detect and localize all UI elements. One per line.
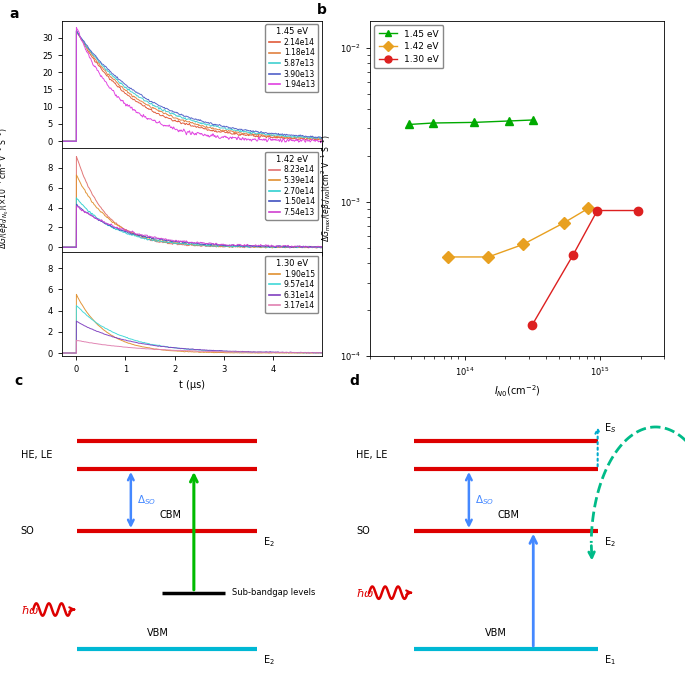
Text: $\hbar\omega$: $\hbar\omega$	[356, 586, 375, 599]
Text: $\hbar\omega$: $\hbar\omega$	[21, 603, 39, 616]
Text: CBM: CBM	[159, 510, 182, 520]
Text: E$_2$: E$_2$	[263, 653, 275, 667]
Legend: 8.23e14, 5.39e14, 2.70e14, 1.50e14, 7.54e13: 8.23e14, 5.39e14, 2.70e14, 1.50e14, 7.54…	[266, 152, 318, 220]
Text: SO: SO	[21, 526, 34, 536]
Legend: 1.90e15, 9.57e14, 6.31e14, 3.17e14: 1.90e15, 9.57e14, 6.31e14, 3.17e14	[266, 256, 318, 313]
Text: $\Delta_{SO}$: $\Delta_{SO}$	[475, 493, 495, 507]
Text: E$_2$: E$_2$	[604, 535, 616, 549]
Text: SO: SO	[356, 526, 370, 536]
Text: HE, LE: HE, LE	[356, 450, 388, 460]
Text: b: b	[317, 3, 327, 17]
Text: c: c	[14, 374, 23, 388]
X-axis label: t (μs): t (μs)	[179, 379, 205, 390]
Text: $\Delta_{SO}$: $\Delta_{SO}$	[137, 493, 156, 507]
Legend: 1.45 eV, 1.42 eV, 1.30 eV: 1.45 eV, 1.42 eV, 1.30 eV	[375, 25, 443, 68]
Text: $\Delta G/(e\beta_0\!/_{N_0})(\times10^{-4}\ \mathrm{cm}^2\ \mathrm{V}^{-1}\ \ma: $\Delta G/(e\beta_0\!/_{N_0})(\times10^{…	[0, 127, 11, 249]
Text: E$_2$: E$_2$	[263, 535, 275, 549]
Text: CBM: CBM	[498, 510, 520, 520]
Text: d: d	[350, 374, 360, 388]
Text: Sub-bandgap levels: Sub-bandgap levels	[232, 588, 315, 597]
Text: a: a	[10, 7, 19, 21]
Y-axis label: $\Delta G_\mathrm{max}/(e\beta_0\!/_{N0})(\mathrm{cm}^2\ \mathrm{V}^{-1}\ \mathr: $\Delta G_\mathrm{max}/(e\beta_0\!/_{N0}…	[320, 134, 334, 242]
Text: VBM: VBM	[147, 627, 169, 638]
Legend: 2.14e14, 1.18e14, 5.87e13, 3.90e13, 1.94e13: 2.14e14, 1.18e14, 5.87e13, 3.90e13, 1.94…	[266, 25, 318, 92]
Text: VBM: VBM	[485, 627, 507, 638]
X-axis label: $I_{N0}(\mathrm{cm}^{-2})$: $I_{N0}(\mathrm{cm}^{-2})$	[494, 383, 540, 399]
Text: HE, LE: HE, LE	[21, 450, 52, 460]
Text: E$_1$: E$_1$	[604, 653, 616, 667]
Text: E$_S$: E$_S$	[604, 421, 616, 436]
